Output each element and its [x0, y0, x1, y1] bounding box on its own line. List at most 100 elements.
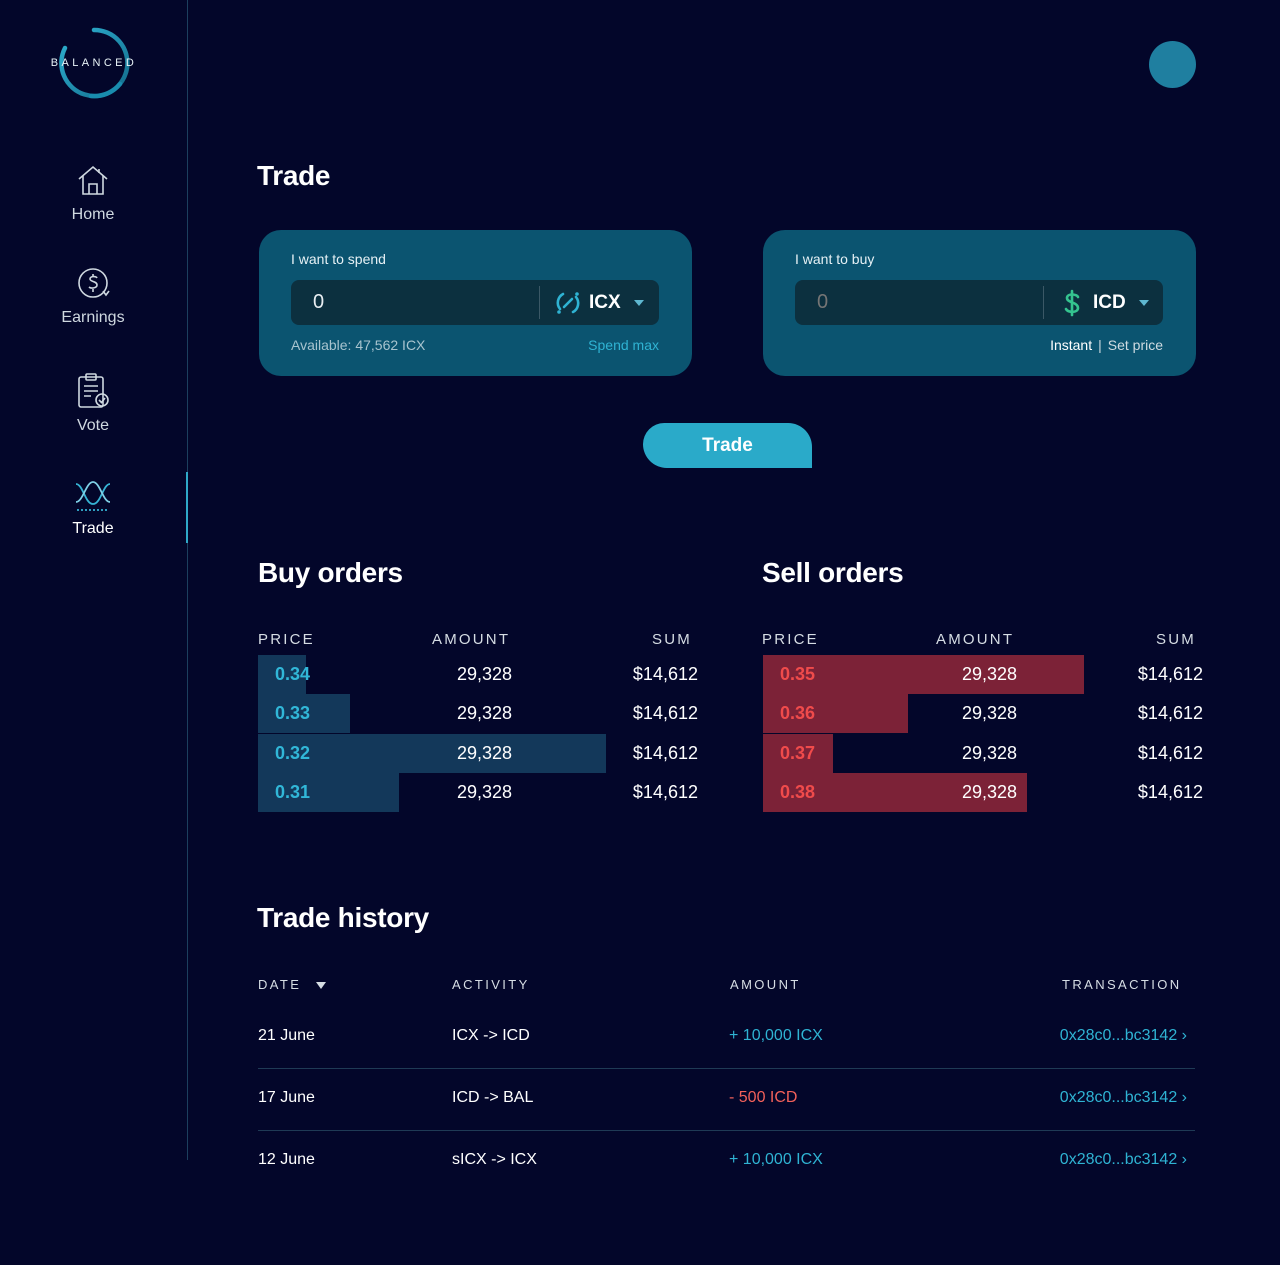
order-amount: 29,328 [456, 743, 512, 763]
spend-token-select[interactable]: ICX [541, 280, 659, 325]
order-sum: $14,612 [632, 782, 698, 802]
buy-label: I want to buy [795, 251, 875, 267]
depth-bar [258, 773, 399, 812]
sell-order-row[interactable]: 0.35 29,328 $14,612 [763, 655, 1203, 694]
spend-max-link[interactable]: Spend max [588, 337, 659, 353]
transaction-link[interactable]: 0x28c0...bc3142 › [1059, 1027, 1187, 1044]
mode-instant[interactable]: Instant [1050, 337, 1093, 353]
history-row: 17 June ICD -> BAL - 500 ICD 0x28c0...bc… [258, 1069, 1195, 1131]
depth-bar [258, 734, 606, 773]
history-amount: - 500 ICD [729, 1089, 798, 1106]
order-amount: 29,328 [456, 664, 512, 684]
depth-bar [763, 773, 1027, 812]
spend-label: I want to spend [291, 251, 386, 267]
sell-header-price: PRICE [762, 631, 819, 648]
dollar-icon [1059, 289, 1085, 316]
order-price: 0.34 [275, 664, 311, 684]
history-header-transaction: TRANSACTION [1062, 977, 1182, 992]
buy-token-select[interactable]: ICD [1045, 280, 1163, 325]
history-row: 21 June ICX -> ICD + 10,000 ICX 0x28c0..… [258, 1007, 1195, 1069]
order-price: 0.38 [780, 782, 816, 802]
transaction-link[interactable]: 0x28c0...bc3142 › [1059, 1089, 1187, 1106]
buy-order-row[interactable]: 0.33 29,328 $14,612 [258, 694, 698, 733]
home-icon [73, 160, 113, 200]
history-header-date[interactable]: DATE [258, 977, 302, 992]
nav-active-indicator [186, 472, 188, 543]
logo-ring-icon [59, 27, 130, 99]
order-price: 0.32 [275, 743, 311, 763]
trade-button[interactable]: Trade [643, 423, 812, 468]
spend-token-name: ICX [589, 291, 621, 313]
earnings-icon [73, 263, 113, 303]
buy-header-sum: SUM [652, 631, 692, 648]
order-sum: $14,612 [1137, 703, 1203, 723]
history-activity: ICX -> ICD [452, 1027, 530, 1044]
icx-icon [555, 290, 581, 316]
buy-token-name: ICD [1093, 291, 1126, 313]
order-mode-switch: Instant | Set price [1050, 337, 1163, 353]
mode-separator: | [1098, 337, 1102, 353]
sell-header-sum: SUM [1156, 631, 1196, 648]
order-amount: 29,328 [456, 782, 512, 802]
history-header-amount: AMOUNT [730, 977, 801, 992]
trade-icon [73, 474, 113, 514]
vote-icon [73, 371, 113, 411]
nav-label-trade: Trade [72, 520, 114, 537]
logo-text: BALANCED [50, 57, 138, 69]
nav-item-trade[interactable]: Trade [0, 474, 186, 544]
balanced-logo[interactable]: BALANCED [44, 26, 144, 102]
sort-down-icon[interactable] [316, 982, 326, 989]
nav-item-vote[interactable]: Vote [0, 371, 186, 441]
buy-orders-title: Buy orders [258, 557, 403, 588]
mode-set-price[interactable]: Set price [1107, 337, 1163, 353]
order-amount: 29,328 [961, 782, 1017, 802]
buy-header-price: PRICE [258, 631, 315, 648]
history-activity: sICX -> ICX [452, 1151, 537, 1168]
spend-amount-input[interactable] [291, 280, 539, 325]
input-divider [1043, 286, 1044, 319]
nav-label-vote: Vote [76, 417, 110, 434]
avatar[interactable] [1149, 41, 1196, 88]
buy-order-row[interactable]: 0.32 29,328 $14,612 [258, 734, 698, 773]
spend-input-box: ICX [291, 280, 659, 325]
sell-order-row[interactable]: 0.38 29,328 $14,612 [763, 773, 1203, 812]
sell-order-row[interactable]: 0.37 29,328 $14,612 [763, 734, 1203, 773]
nav-item-earnings[interactable]: Earnings [0, 263, 186, 333]
buy-input-box: ICD [795, 280, 1163, 325]
nav-item-home[interactable]: Home [0, 160, 186, 230]
order-price: 0.36 [780, 703, 816, 723]
nav-label-home: Home [71, 206, 115, 223]
chevron-down-icon [633, 299, 644, 306]
order-amount: 29,328 [961, 703, 1017, 723]
history-amount: + 10,000 ICX [729, 1151, 823, 1168]
buy-header-amount: AMOUNT [432, 631, 511, 648]
order-sum: $14,612 [1137, 743, 1203, 763]
depth-bar [258, 655, 306, 694]
order-sum: $14,612 [1137, 782, 1203, 802]
page-title: Trade [257, 160, 331, 191]
buy-order-row[interactable]: 0.34 29,328 $14,612 [258, 655, 698, 694]
history-date: 17 June [258, 1089, 315, 1106]
transaction-link[interactable]: 0x28c0...bc3142 › [1059, 1151, 1187, 1168]
history-row: 12 June sICX -> ICX + 10,000 ICX 0x28c0.… [258, 1131, 1195, 1193]
order-sum: $14,612 [632, 743, 698, 763]
history-date: 12 June [258, 1151, 315, 1168]
order-price: 0.33 [275, 703, 311, 723]
history-header-activity: ACTIVITY [452, 977, 530, 992]
depth-bar [763, 734, 833, 773]
sidebar: BALANCED Home Earnings [0, 0, 188, 1160]
chevron-down-icon [1138, 299, 1149, 306]
depth-bar [763, 694, 908, 733]
order-price: 0.31 [275, 782, 311, 802]
sell-order-row[interactable]: 0.36 29,328 $14,612 [763, 694, 1203, 733]
buy-panel: I want to buy ICD Instant | Set price [763, 230, 1196, 376]
sell-header-amount: AMOUNT [936, 631, 1015, 648]
depth-bar [258, 694, 350, 733]
sell-orders-title: Sell orders [762, 557, 904, 588]
depth-bar [763, 655, 1084, 694]
nav-label-earnings: Earnings [61, 309, 125, 326]
history-date: 21 June [258, 1027, 315, 1044]
buy-order-row[interactable]: 0.31 29,328 $14,612 [258, 773, 698, 812]
order-amount: 29,328 [961, 664, 1017, 684]
buy-amount-input[interactable] [795, 280, 1043, 325]
